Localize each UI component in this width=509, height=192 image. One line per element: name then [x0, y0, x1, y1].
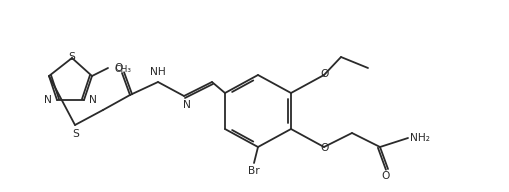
- Text: NH₂: NH₂: [410, 133, 430, 143]
- Text: S: S: [73, 129, 79, 139]
- Text: O: O: [321, 69, 329, 79]
- Text: O: O: [115, 63, 123, 73]
- Text: N: N: [183, 100, 191, 110]
- Text: O: O: [321, 143, 329, 153]
- Text: O: O: [382, 171, 390, 181]
- Text: Br: Br: [248, 166, 260, 176]
- Text: S: S: [69, 52, 75, 62]
- Text: CH₃: CH₃: [115, 65, 132, 74]
- Text: NH: NH: [150, 67, 166, 77]
- Text: N: N: [89, 95, 97, 105]
- Text: N: N: [44, 95, 52, 105]
